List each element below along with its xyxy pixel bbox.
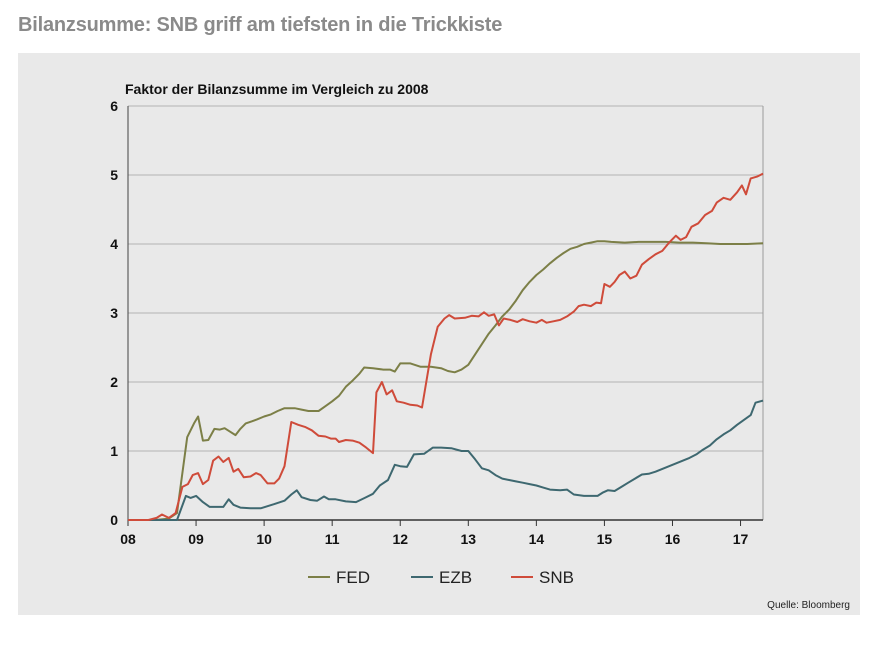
chart-headline: Bilanzsumme: SNB griff am tiefsten in di…	[18, 14, 503, 36]
legend-label-fed: FED	[336, 568, 370, 587]
legend-label-snb: SNB	[539, 568, 574, 587]
legend: FED EZB SNB	[308, 568, 574, 587]
series-line-ezb	[128, 399, 764, 521]
y-tick-label: 5	[110, 167, 118, 183]
gridlines	[128, 105, 763, 452]
x-tick-label: 17	[733, 531, 749, 547]
x-tick-label: 14	[529, 531, 545, 547]
y-tick-label: 0	[110, 512, 118, 528]
y-tick-label: 2	[110, 374, 118, 390]
x-tick-label: 13	[461, 531, 477, 547]
x-tick-label: 16	[665, 531, 681, 547]
x-tick-label: 08	[120, 531, 136, 547]
y-tick-labels: 0 1 2 3 4 5 6	[110, 98, 118, 528]
y-tick-label: 4	[110, 236, 118, 252]
series-lines	[128, 172, 764, 521]
chart-panel: Faktor der Bilanzsumme im Vergleich zu 2…	[18, 53, 860, 615]
chart-title: Faktor der Bilanzsumme im Vergleich zu 2…	[125, 81, 429, 97]
axes	[127, 106, 764, 521]
x-tick-label: 09	[188, 531, 204, 547]
source-note: Quelle: Bloomberg	[767, 600, 850, 611]
y-tick-label: 1	[110, 443, 118, 459]
line-chart: Faktor der Bilanzsumme im Vergleich zu 2…	[110, 81, 850, 611]
x-tick-label: 15	[597, 531, 613, 547]
x-tick-labels: 08 09 10 11 12 13 14 15 16 17	[120, 520, 749, 547]
legend-label-ezb: EZB	[439, 568, 472, 587]
series-line-snb	[128, 172, 764, 521]
x-tick-label: 12	[392, 531, 408, 547]
y-tick-label: 3	[110, 305, 118, 321]
series-line-fed	[128, 240, 764, 521]
x-tick-label: 11	[325, 531, 340, 547]
x-tick-label: 10	[256, 531, 272, 547]
y-tick-label: 6	[110, 98, 118, 114]
